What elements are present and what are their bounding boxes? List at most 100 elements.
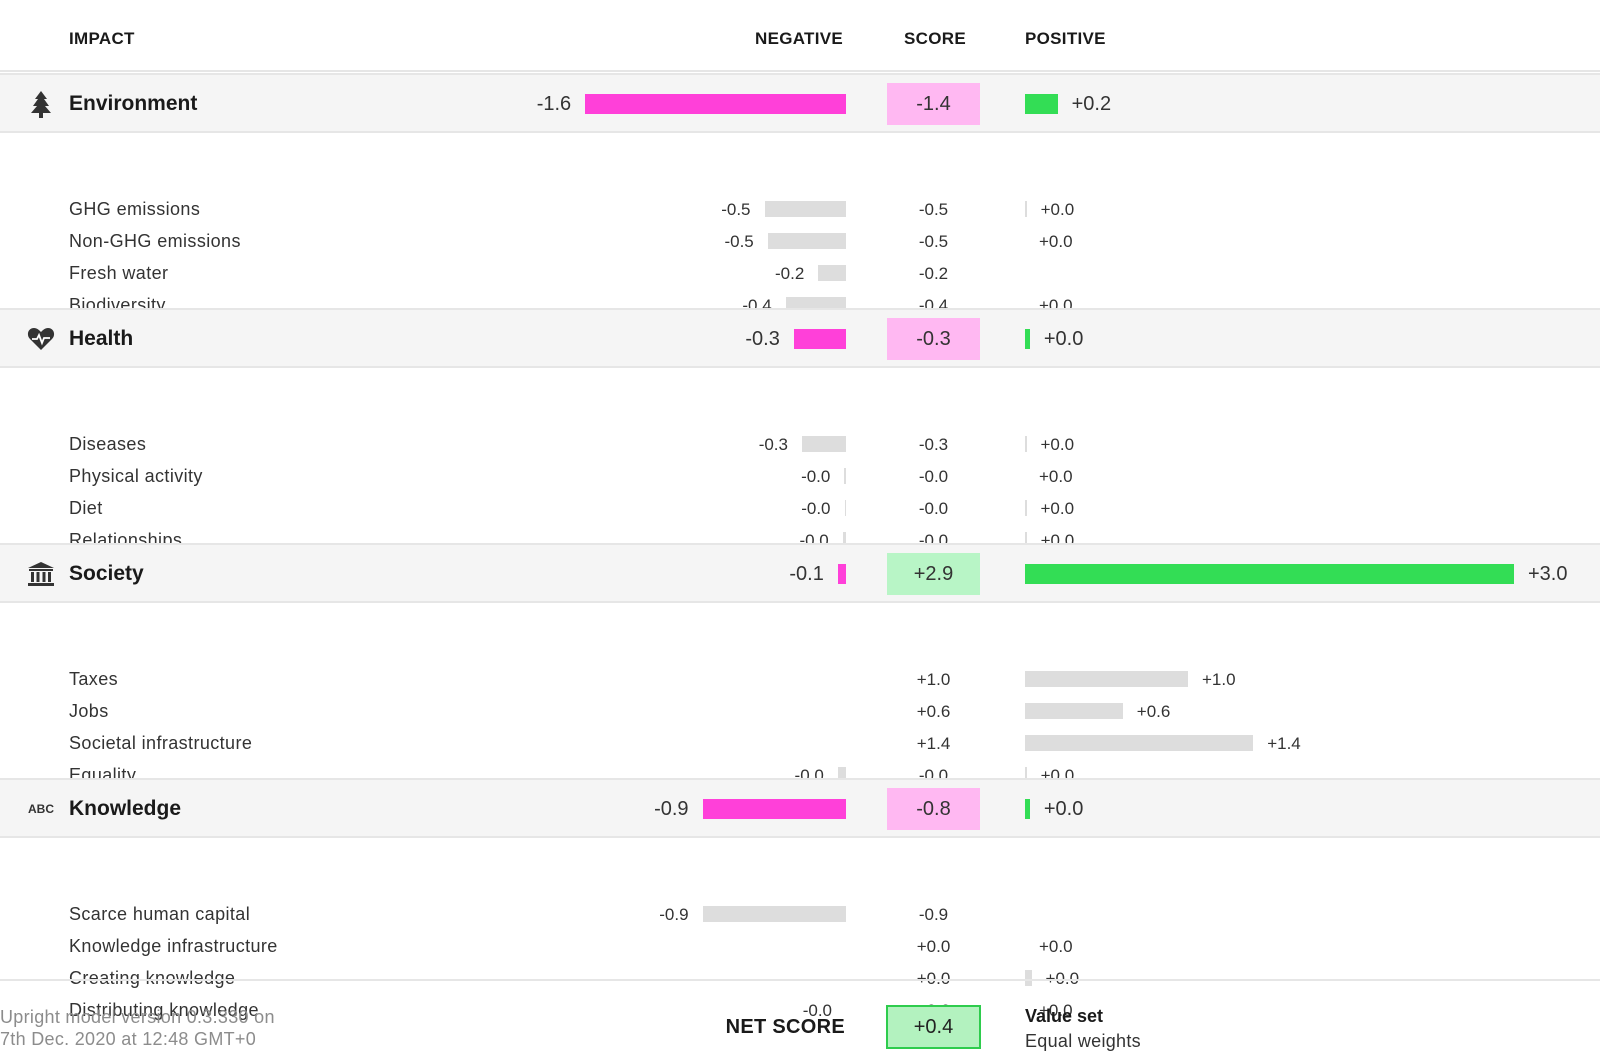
- category-score: -1.4: [887, 83, 980, 125]
- subcategory-score: -0.5: [918, 232, 949, 251]
- svg-text:ABC: ABC: [28, 802, 54, 816]
- abc-text-icon: ABC: [26, 796, 56, 822]
- category-score: -0.3: [887, 318, 980, 360]
- subcategory-name: Fresh water: [69, 263, 169, 283]
- category-row-health: Health -0.3 -0.3 +0.0: [0, 308, 1600, 368]
- subcategory-positive-value: +0.0: [1039, 1001, 1073, 1020]
- subcategory-positive-value: +0.0: [1039, 937, 1073, 956]
- category-positive-value: +0.2: [1071, 93, 1112, 115]
- category-negative-bar: [837, 564, 846, 584]
- subcategory-positive-bar: [1025, 671, 1188, 687]
- subcategory-negative-value: -0.0: [801, 499, 831, 518]
- category-name: Environment: [69, 92, 198, 115]
- negative-column-header: NEGATIVE: [755, 29, 844, 48]
- subcategory-positive-value: +0.0: [1039, 467, 1073, 486]
- subcategory-name: GHG emissions: [69, 199, 201, 219]
- subcategory-negative-bar: [801, 436, 846, 452]
- subcategory-negative-value: -0.5: [721, 200, 751, 219]
- subcategory-positive-value: +0.6: [1136, 702, 1171, 721]
- subcategory-positive-bar: [1025, 500, 1027, 516]
- subcategory-negative-bar: [767, 233, 846, 249]
- model-version-line: Upright model version 0.3.330 on: [0, 1007, 275, 1027]
- subcategory-row: GHG emissions -0.5 -0.5 +0.0: [0, 193, 1600, 225]
- subcategory-row: Diseases -0.3 -0.3 +0.0: [0, 428, 1600, 460]
- heart-pulse-icon: [26, 326, 56, 352]
- subcategory-score: -0.9: [918, 905, 949, 924]
- category-name: Society: [69, 562, 144, 585]
- subcategory-negative-value: -0.2: [774, 264, 805, 283]
- subcategory-name: Non-GHG emissions: [69, 231, 241, 251]
- subcategory-negative-bar: [818, 265, 846, 281]
- category-row-society: Society -0.1 +2.9 +3.0: [0, 543, 1600, 603]
- subcategory-negative-value: -0.9: [659, 905, 689, 924]
- bank-building-icon: [26, 561, 56, 587]
- net-score-value: +0.4: [886, 1005, 981, 1049]
- subcategory-name: Creating knowledge: [69, 968, 236, 988]
- subcategory-score: -0.0: [918, 499, 949, 518]
- value-set-value: Equal weights: [1025, 1031, 1141, 1051]
- subcategory-negative-bar: [844, 468, 846, 484]
- category-negative-bar: [793, 329, 846, 349]
- subcategory-positive-value: +1.4: [1267, 734, 1301, 753]
- subcategory-positive-value: +0.0: [1040, 200, 1075, 219]
- subcategory-positive-bar: [1025, 532, 1027, 548]
- net-score-label: NET SCORE: [725, 1016, 845, 1038]
- footer-divider: [0, 979, 1600, 981]
- subcategory-positive-bar: [1025, 767, 1027, 783]
- tree-icon: [26, 91, 56, 118]
- category-negative-value: -1.6: [536, 93, 572, 115]
- category-negative-value: -0.3: [745, 328, 780, 350]
- category-positive-bar: [1025, 329, 1030, 349]
- subcategory-positive-bar: [1025, 436, 1027, 452]
- subcategory-name: Jobs: [69, 701, 109, 721]
- category-negative-value: -0.9: [654, 798, 689, 820]
- category-positive-value: +0.0: [1043, 328, 1084, 350]
- category-positive-value: +3.0: [1528, 563, 1568, 585]
- subcategory-positive-value: +0.0: [1046, 969, 1080, 989]
- table-header: IMPACT NEGATIVE SCORE POSITIVE: [0, 0, 1600, 72]
- subcategory-positive-value: +1.0: [1202, 670, 1236, 689]
- subcategory-name: Diseases: [69, 434, 147, 454]
- subcategory-row: Scarce human capital -0.9 -0.9: [0, 898, 1600, 930]
- subcategory-negative-bar: [764, 201, 846, 217]
- subcategory-row: Societal infrastructure +1.4 +1.4: [0, 727, 1600, 759]
- category-name: Health: [69, 327, 134, 350]
- subcategory-score: +1.4: [916, 734, 951, 753]
- positive-column-header: POSITIVE: [1025, 29, 1106, 48]
- value-set-label: Value set: [1025, 1006, 1104, 1026]
- subcategory-row: Non-GHG emissions -0.5 -0.5 +0.0: [0, 225, 1600, 257]
- subcategory-row: Jobs +0.6 +0.6: [0, 695, 1600, 727]
- category-negative-value: -0.1: [789, 563, 824, 585]
- subcategory-positive-bar: [1025, 201, 1027, 217]
- subcategory-row: Creating knowledge +0.0 +0.0: [0, 962, 1600, 994]
- subcategory-negative-value: -0.3: [758, 435, 788, 454]
- subcategory-score: +0.6: [916, 702, 951, 721]
- model-version-text: Upright model version 0.3.330 on 7th Dec…: [0, 1006, 275, 1050]
- category-positive-value: +0.0: [1043, 798, 1084, 820]
- subcategory-negative-bar: [702, 906, 846, 922]
- subcategory-score: -0.2: [918, 264, 949, 283]
- category-negative-bar: [585, 94, 846, 114]
- category-name: Knowledge: [69, 797, 182, 820]
- subcategory-positive-bar: [1025, 735, 1254, 751]
- subcategory-row: Taxes +1.0 +1.0: [0, 663, 1600, 695]
- subcategory-name: Societal infrastructure: [69, 733, 253, 753]
- category-score: +2.9: [887, 553, 980, 595]
- subcategory-name: Distributing knowledge: [69, 1000, 259, 1020]
- category-row-knowledge: ABC Knowledge -0.9 -0.8 +0.0: [0, 778, 1600, 838]
- subcategory-negative-bar: [844, 500, 846, 516]
- subcategory-negative-value: -0.0: [801, 467, 831, 486]
- subcategory-name: Scarce human capital: [69, 904, 251, 924]
- subcategory-score: -0.0: [918, 467, 949, 486]
- subcategory-negative-value: -0.0: [802, 1001, 832, 1020]
- category-row-environment: Environment -1.6 -1.4 +0.2: [0, 73, 1600, 133]
- subcategory-score: +0.0: [887, 969, 980, 989]
- model-date-line: 7th Dec. 2020 at 12:48 GMT+0: [0, 1029, 257, 1049]
- subcategory-score: -0.3: [918, 435, 949, 454]
- category-positive-bar: [1025, 94, 1058, 114]
- subcategory-score: +1.0: [916, 670, 951, 689]
- subcategory-positive-value: +0.0: [1040, 499, 1075, 518]
- score-column-header: SCORE: [904, 29, 966, 48]
- category-score: -0.8: [887, 788, 980, 830]
- subcategory-row: Diet -0.0 -0.0 +0.0: [0, 492, 1600, 524]
